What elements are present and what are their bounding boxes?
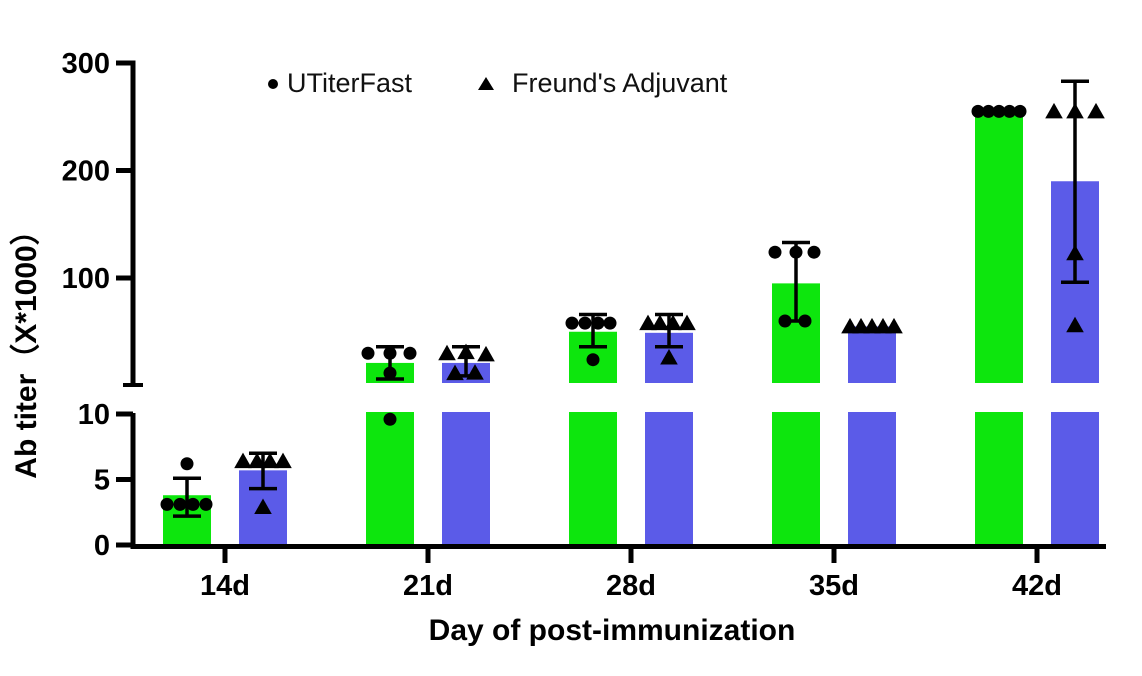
point-Freund's Adjuvant-28d-0 (639, 314, 657, 331)
legend-label-utiterfast: UTiterFast (287, 68, 413, 98)
legend: UTiterFast Freund's Adjuvant (268, 68, 727, 99)
y-tick-label-100: 100 (62, 263, 110, 295)
point-Freund's Adjuvant-14d-2 (261, 452, 279, 469)
point-UTiterFast-42d-0 (971, 104, 985, 118)
x-tick-label-28d: 28d (606, 570, 656, 602)
point-UTiterFast-42d-1 (982, 104, 995, 118)
point-Freund's Adjuvant-21d-0 (438, 344, 456, 361)
triangle-marker-icon (478, 77, 495, 90)
y-tick-label-200: 200 (62, 156, 110, 188)
y-tick-label-0: 0 (94, 530, 110, 562)
bar-lower-UTiterFast-42d (975, 412, 1023, 546)
y-tick-label-300: 300 (62, 48, 110, 80)
point-UTiterFast-35d-0 (768, 245, 782, 259)
point-Freund's Adjuvant-42d-0 (1045, 102, 1063, 119)
bar-lower-UTiterFast-35d (772, 412, 820, 546)
point-UTiterFast-21d-2 (403, 346, 417, 360)
point-UTiterFast-42d-4 (1013, 104, 1027, 118)
x-axis-title: Day of post-immunization (429, 614, 796, 647)
point-Freund's Adjuvant-35d-4 (885, 317, 903, 334)
circle-marker-icon (268, 78, 278, 89)
point-UTiterFast-21d-0 (361, 346, 375, 360)
legend-label-freunds-adjuvant: Freund's Adjuvant (512, 68, 728, 98)
point-Freund's Adjuvant-42d-3 (1066, 244, 1084, 261)
bar-lower-UTiterFast-21d (366, 412, 414, 546)
point-UTiterFast-14d-2 (186, 497, 200, 511)
point-Freund's Adjuvant-14d-1 (248, 452, 266, 469)
x-tick-label-42d: 42d (1012, 570, 1062, 602)
point-UTiterFast-35d-2 (807, 245, 821, 259)
point-UTiterFast-21d-1 (383, 346, 397, 360)
bar-lower-Freund's Adjuvant-28d (645, 412, 693, 546)
point-UTiterFast-28d-4 (586, 353, 600, 367)
point-Freund's Adjuvant-14d-0 (234, 452, 252, 469)
point-UTiterFast-14d-0 (160, 497, 174, 511)
point-Freund's Adjuvant-14d-4 (254, 498, 272, 515)
point-UTiterFast-21d-4 (383, 412, 397, 426)
point-Freund's Adjuvant-28d-3 (678, 314, 696, 331)
bar-lower-UTiterFast-28d (569, 412, 617, 546)
point-Freund's Adjuvant-28d-4 (660, 349, 678, 365)
x-tick-label-21d: 21d (403, 570, 453, 602)
x-tick-label-35d: 35d (809, 570, 859, 602)
point-Freund's Adjuvant-42d-1 (1066, 102, 1084, 119)
y-tick-label-5: 5 (94, 465, 110, 497)
legend-item-utiterfast: UTiterFast (268, 68, 412, 99)
point-UTiterFast-42d-3 (1003, 104, 1016, 118)
point-UTiterFast-35d-1 (789, 245, 803, 259)
y-tick-label-10: 10 (78, 399, 110, 431)
point-Freund's Adjuvant-21d-4 (466, 364, 484, 380)
point-UTiterFast-28d-3 (603, 316, 617, 330)
bar-upper-UTiterFast-42d (975, 111, 1023, 383)
point-UTiterFast-35d-4 (798, 314, 812, 328)
point-Freund's Adjuvant-21d-1 (457, 343, 475, 360)
bar-lower-Freund's Adjuvant-42d (1051, 412, 1099, 546)
point-Freund's Adjuvant-42d-2 (1087, 102, 1105, 119)
bar-upper-Freund's Adjuvant-35d (848, 326, 896, 383)
x-tick-label-14d: 14d (200, 570, 250, 602)
y-axis-title: Ab titer（X*1000） (9, 215, 43, 478)
point-Freund's Adjuvant-14d-3 (274, 452, 292, 469)
point-Freund's Adjuvant-42d-4 (1066, 316, 1084, 333)
point-Freund's Adjuvant-21d-2 (477, 345, 495, 362)
point-UTiterFast-21d-3 (383, 366, 397, 380)
point-UTiterFast-28d-1 (578, 316, 592, 330)
point-Freund's Adjuvant-21d-3 (446, 364, 464, 381)
point-UTiterFast-28d-2 (591, 316, 605, 330)
point-UTiterFast-35d-3 (778, 314, 792, 328)
bar-lower-Freund's Adjuvant-35d (848, 412, 896, 546)
bar-lower-Freund's Adjuvant-21d (442, 412, 490, 546)
point-UTiterFast-28d-0 (565, 316, 579, 330)
point-UTiterFast-14d-1 (173, 497, 187, 511)
point-Freund's Adjuvant-28d-2 (664, 314, 682, 331)
legend-item-freunds-adjuvant: Freund's Adjuvant (412, 68, 727, 99)
point-UTiterFast-42d-2 (992, 104, 1006, 118)
point-Freund's Adjuvant-28d-1 (651, 314, 669, 331)
point-UTiterFast-14d-4 (180, 457, 194, 471)
point-UTiterFast-14d-3 (199, 497, 213, 511)
